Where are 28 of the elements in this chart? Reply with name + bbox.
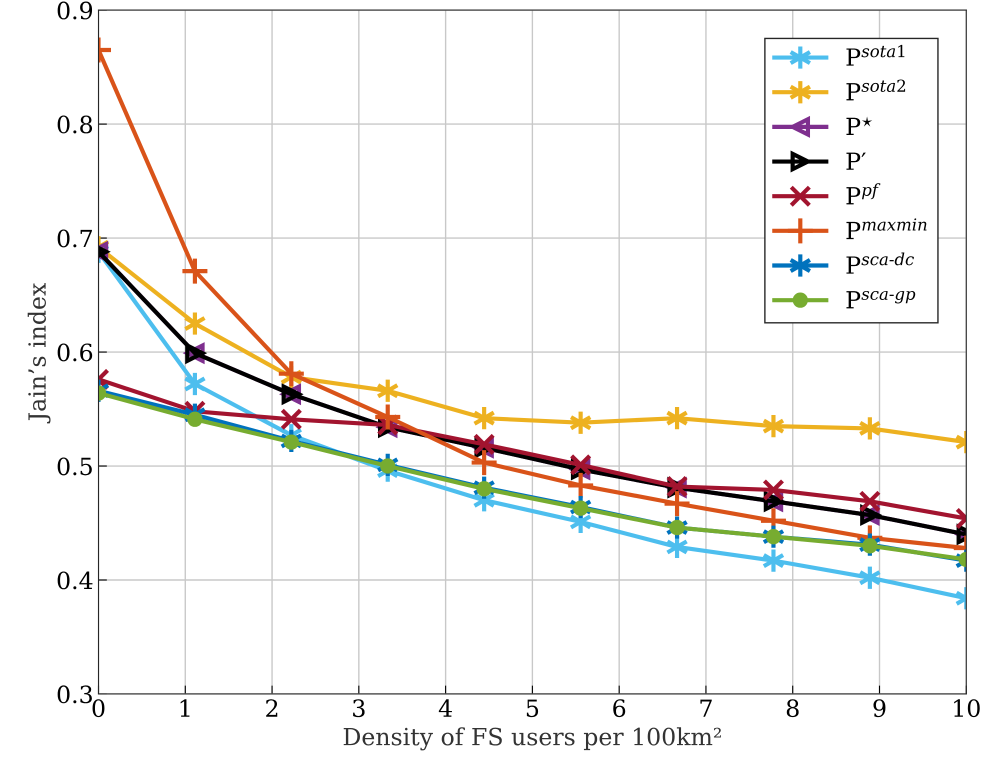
legend-label: P$^{sota2}$ <box>846 79 906 100</box>
legend-label: P$^{sca‑dc}$ <box>846 252 914 274</box>
legend-label: P$^{pf}$ <box>846 183 880 204</box>
x-tick-label: 2 <box>266 699 278 717</box>
y-tick-label: 0.3 <box>58 685 92 704</box>
legend-label: P$^{sca‑gp}$ <box>846 290 916 308</box>
y-tick-label: 0.4 <box>58 571 92 590</box>
legend-label: P$^{⋆}$ <box>846 116 872 135</box>
y-tick-label: 0.9 <box>58 2 92 20</box>
x-tick-label: 5 <box>526 700 538 718</box>
x-tick-label: 3 <box>353 699 365 718</box>
legend-label: P$^{maxmin}$ <box>846 218 927 240</box>
x-tick-label: 7 <box>700 700 712 717</box>
legend-label: P$^{sota1}$ <box>846 44 904 66</box>
x-axis-title: Density of FS users per 100km² <box>344 727 721 750</box>
y-tick-label: 0.8 <box>58 116 92 134</box>
x-tick-label: 9 <box>873 699 886 718</box>
x-tick-label: 6 <box>613 699 626 718</box>
y-axis-title: Jain’s index <box>28 283 51 424</box>
legend-label: P′ <box>846 152 866 170</box>
x-tick-label: 0 <box>92 699 104 718</box>
y-tick-label: 0.6 <box>58 343 92 362</box>
x-tick-label: 8 <box>786 699 799 718</box>
x-tick-label: 10 <box>954 699 980 718</box>
x-tick-label: 4 <box>438 699 452 717</box>
y-tick-label: 0.5 <box>58 457 92 476</box>
y-tick-label: 0.7 <box>58 230 92 248</box>
x-tick-label: 1 <box>180 699 190 717</box>
